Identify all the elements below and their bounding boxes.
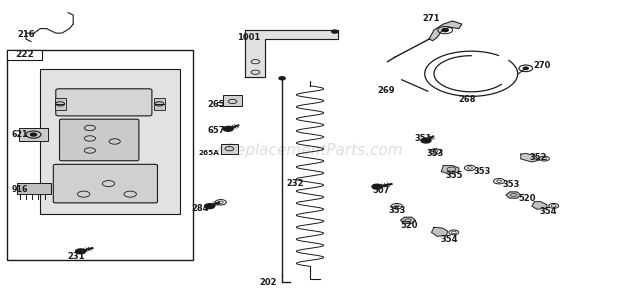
Text: 216: 216 bbox=[17, 30, 35, 39]
Circle shape bbox=[523, 67, 528, 70]
Circle shape bbox=[76, 249, 86, 254]
Polygon shape bbox=[506, 192, 521, 198]
Polygon shape bbox=[441, 166, 459, 174]
Text: 271: 271 bbox=[423, 14, 440, 23]
Circle shape bbox=[372, 184, 382, 189]
Polygon shape bbox=[432, 227, 448, 236]
Circle shape bbox=[332, 30, 338, 33]
Text: 284: 284 bbox=[191, 204, 208, 213]
Bar bbox=[55, 98, 66, 110]
Text: 354: 354 bbox=[539, 207, 557, 216]
Text: 222: 222 bbox=[15, 50, 33, 59]
Text: 265: 265 bbox=[208, 100, 225, 109]
Text: 265A: 265A bbox=[198, 150, 219, 156]
Text: 268: 268 bbox=[459, 95, 476, 104]
Text: 916: 916 bbox=[11, 185, 28, 194]
Polygon shape bbox=[401, 217, 415, 223]
Circle shape bbox=[30, 133, 37, 136]
Polygon shape bbox=[245, 30, 338, 77]
Polygon shape bbox=[429, 21, 462, 41]
Text: 202: 202 bbox=[259, 278, 277, 287]
Text: 657: 657 bbox=[208, 126, 225, 135]
Bar bbox=[40, 69, 180, 214]
Bar bbox=[7, 50, 193, 260]
Text: 353: 353 bbox=[427, 149, 444, 158]
Text: 352: 352 bbox=[529, 153, 547, 162]
Bar bbox=[223, 95, 242, 106]
Bar bbox=[7, 50, 42, 60]
Text: 507: 507 bbox=[372, 186, 389, 195]
Text: eReplacementParts.com: eReplacementParts.com bbox=[216, 143, 404, 158]
Text: 355: 355 bbox=[445, 171, 463, 180]
Text: 351: 351 bbox=[414, 134, 432, 143]
Text: 353: 353 bbox=[389, 206, 406, 215]
Text: 231: 231 bbox=[67, 252, 84, 261]
Polygon shape bbox=[532, 202, 547, 209]
Circle shape bbox=[205, 204, 215, 209]
Bar bbox=[19, 128, 48, 141]
Circle shape bbox=[279, 77, 285, 80]
Text: 621: 621 bbox=[11, 130, 28, 139]
FancyBboxPatch shape bbox=[56, 89, 152, 116]
Text: 270: 270 bbox=[533, 61, 551, 70]
FancyBboxPatch shape bbox=[53, 164, 157, 203]
Text: 232: 232 bbox=[286, 179, 304, 188]
Bar bbox=[17, 183, 51, 194]
Circle shape bbox=[442, 29, 448, 32]
Text: 353: 353 bbox=[502, 180, 520, 189]
Circle shape bbox=[223, 126, 233, 131]
Bar bbox=[154, 98, 165, 110]
Circle shape bbox=[421, 138, 431, 143]
Text: 354: 354 bbox=[440, 235, 458, 244]
Text: 269: 269 bbox=[377, 86, 394, 95]
FancyBboxPatch shape bbox=[60, 119, 139, 161]
Polygon shape bbox=[521, 154, 539, 162]
Text: 353: 353 bbox=[473, 167, 490, 176]
Text: 1001: 1001 bbox=[237, 33, 260, 42]
Bar bbox=[221, 144, 238, 154]
Text: 520: 520 bbox=[518, 194, 536, 203]
Text: 520: 520 bbox=[400, 221, 417, 230]
